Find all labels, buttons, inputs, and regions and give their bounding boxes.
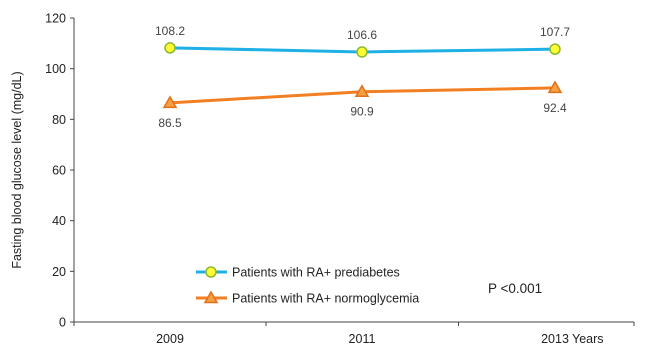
data-label: 92.4 [543, 101, 567, 115]
triangle-marker [354, 84, 370, 97]
y-ticks: 0 20 40 60 80 100 120 [45, 12, 74, 330]
legend-label: Patients with RA+ prediabetes [232, 266, 400, 280]
data-label: 108.2 [155, 24, 185, 38]
x-ticks: 2009 2011 2013 Years [73, 322, 635, 346]
data-label: 106.6 [347, 28, 377, 42]
data-label: 90.9 [350, 105, 374, 119]
legend-triangle-marker [203, 290, 219, 304]
y-tick-label: 80 [52, 113, 66, 127]
p-value-annotation: P <0.001 [488, 281, 542, 296]
circle-marker [164, 42, 176, 54]
circle-marker [549, 43, 561, 55]
y-axis-title: Fasting blood glucose level (mg/dL) [10, 71, 24, 268]
y-tick-label: 0 [59, 316, 66, 330]
x-tick-label: 2009 [156, 332, 184, 346]
x-tick-label: 2011 [349, 332, 376, 346]
series-1: 86.5 90.9 92.4 [158, 80, 567, 130]
legend-circle-marker [205, 266, 217, 278]
circle-marker [356, 46, 368, 58]
series-layer: 108.2 106.6 107.7 86.5 90.9 92.4 [155, 24, 570, 130]
x-tick-label: 2013 [541, 332, 569, 346]
y-tick-label: 100 [45, 62, 66, 76]
legend-item: Patients with RA+ normoglycemia [196, 290, 419, 306]
triangle-marker [547, 80, 563, 94]
x-axis-title: Years [572, 332, 604, 346]
y-tick-label: 60 [52, 164, 66, 178]
y-tick-label: 120 [45, 12, 66, 26]
y-tick-label: 40 [52, 214, 66, 228]
legend-label: Patients with RA+ normoglycemia [232, 292, 419, 306]
data-label: 107.7 [540, 25, 570, 39]
data-label: 86.5 [158, 116, 182, 130]
legend-item: Patients with RA+ prediabetes [196, 266, 400, 280]
series-0: 108.2 106.6 107.7 [155, 24, 570, 58]
legend: Patients with RA+ prediabetes Patients wi… [196, 266, 419, 306]
triangle-marker [162, 95, 178, 109]
y-tick-label: 20 [52, 265, 66, 279]
